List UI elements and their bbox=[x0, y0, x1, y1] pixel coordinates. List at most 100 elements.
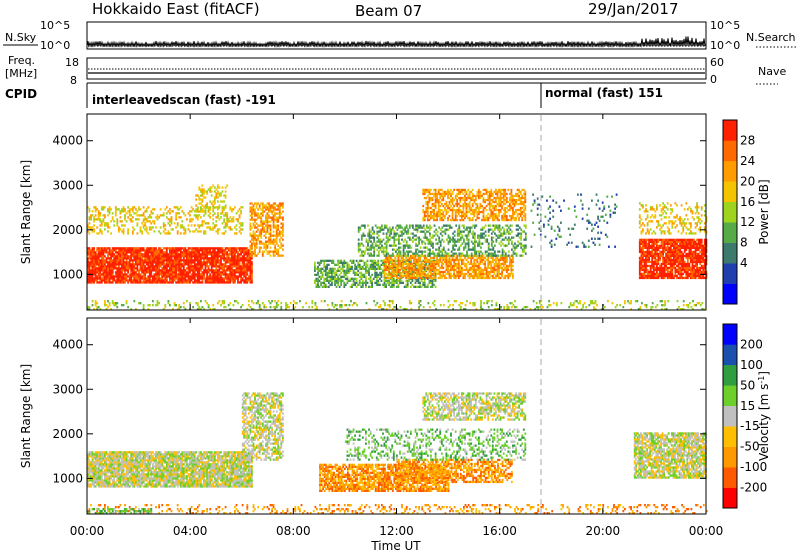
velocity-label-text: Velocity [m s bbox=[757, 384, 771, 461]
velocity-colorbar-swatch-5 bbox=[723, 385, 737, 406]
power-colorbar-tick-0: 28 bbox=[740, 133, 755, 147]
power-region-5 bbox=[383, 254, 514, 280]
velocity-label-exp: -1 bbox=[757, 376, 766, 384]
velocity-colorbar-swatch-4 bbox=[723, 405, 737, 427]
power-colorbar-tick-4: 12 bbox=[740, 215, 755, 229]
velocity-colorbar-tick-4: -15 bbox=[740, 419, 760, 433]
power-region-8 bbox=[530, 193, 618, 248]
velocity-colorbar-tick-5: -50 bbox=[740, 440, 760, 454]
power-colorbar-swatch-1 bbox=[723, 263, 737, 284]
power-colorbar-tick-2: 20 bbox=[740, 174, 755, 188]
velocity-colorbar-tick-3: 15 bbox=[740, 399, 755, 413]
xtick-1: 04:00 bbox=[173, 524, 208, 538]
xtick-4: 16:00 bbox=[482, 524, 517, 538]
power-colorbar-swatch-0 bbox=[723, 283, 737, 305]
power-ytick-3: 4000 bbox=[52, 134, 83, 148]
nsky-line bbox=[87, 36, 706, 48]
nsky-tick-high: 10^5 bbox=[40, 19, 70, 32]
power-colorbar-label: Power [dB] bbox=[757, 179, 771, 244]
velocity-region-1 bbox=[241, 392, 284, 461]
velocity-region-7 bbox=[87, 504, 708, 515]
power-ytick-2: 3000 bbox=[52, 178, 83, 192]
power-region-0 bbox=[87, 247, 253, 284]
power-colorbar-tick-1: 24 bbox=[740, 154, 755, 168]
time-xlabel: Time UT bbox=[370, 539, 421, 553]
cpid-label: CPID bbox=[5, 87, 37, 101]
power-region-10 bbox=[638, 202, 708, 235]
velocity-region-5 bbox=[422, 392, 527, 421]
nave-tick-high: 60 bbox=[710, 56, 724, 69]
velocity-colorbar-swatch-0 bbox=[723, 487, 737, 509]
freq-unit-label: [MHz] bbox=[5, 67, 37, 80]
velocity-region-6 bbox=[633, 432, 707, 479]
velocity-label-close: ] bbox=[757, 371, 771, 376]
freq-label: Freq. bbox=[8, 54, 35, 67]
velocity-region-0 bbox=[87, 451, 253, 488]
xtick-0: 00:00 bbox=[70, 524, 105, 538]
power-region-7 bbox=[422, 188, 527, 222]
nsky-tick-low: 10^0 bbox=[40, 39, 70, 52]
velocity-region-3 bbox=[396, 458, 513, 484]
power-data bbox=[87, 184, 708, 311]
power-colorbar: 28 24 20 16 12 8 4 bbox=[722, 119, 755, 305]
velocity-colorbar-swatch-1 bbox=[723, 467, 737, 488]
power-ytick-1: 2000 bbox=[52, 223, 83, 237]
nave-label: Nave bbox=[758, 65, 786, 78]
xtick-2: 08:00 bbox=[276, 524, 311, 538]
velocity-ytick-0: 1000 bbox=[52, 471, 83, 485]
nsky-panel bbox=[86, 21, 707, 50]
freq-panel bbox=[86, 57, 707, 80]
velocity-colorbar-tick-6: -100 bbox=[740, 460, 767, 474]
power-colorbar-tick-5: 8 bbox=[740, 236, 748, 250]
xtick-6: 00:00 bbox=[689, 524, 724, 538]
velocity-colorbar-swatch-8 bbox=[723, 324, 737, 345]
nsearch-label: N.Search bbox=[746, 31, 796, 44]
velocity-colorbar-swatch-7 bbox=[723, 344, 737, 366]
velocity-colorbar-tick-2: 50 bbox=[740, 378, 755, 392]
power-region-1 bbox=[87, 206, 244, 235]
power-ytick-0: 1000 bbox=[52, 267, 83, 281]
cpid-segment-1: interleavedscan (fast) -191 bbox=[92, 93, 276, 107]
velocity-colorbar-tick-0: 200 bbox=[740, 337, 763, 351]
power-colorbar-tick-3: 16 bbox=[740, 195, 755, 209]
freq-tick-low: 8 bbox=[70, 74, 77, 87]
radar-title: Hokkaido East (fitACF) bbox=[92, 0, 260, 18]
velocity-ytick-2: 3000 bbox=[52, 382, 83, 396]
nsky-label: N.Sky bbox=[5, 31, 37, 44]
nsky-trace bbox=[87, 36, 706, 48]
velocity-colorbar-swatch-6 bbox=[723, 364, 737, 386]
velocity-region-8 bbox=[87, 508, 153, 515]
velocity-colorbar: 200 100 50 15 -15 -50 -100 -200 bbox=[722, 323, 767, 509]
cpid-segment-2: normal (fast) 151 bbox=[545, 86, 663, 100]
time-x-axis: 00:00 04:00 08:00 12:00 16:00 20:00 00:00 bbox=[70, 114, 724, 538]
velocity-colorbar-swatch-2 bbox=[723, 446, 737, 468]
velocity-region-4 bbox=[344, 428, 527, 461]
velocity-colorbar-tick-1: 100 bbox=[740, 358, 763, 372]
power-region-11 bbox=[87, 300, 705, 311]
velocity-ytick-1: 2000 bbox=[52, 427, 83, 441]
power-region-9 bbox=[638, 238, 708, 280]
power-colorbar-swatch-7 bbox=[723, 140, 737, 162]
power-colorbar-swatch-5 bbox=[723, 181, 737, 202]
power-y-axis: 1000 2000 3000 4000 bbox=[52, 134, 706, 281]
freq-tick-high: 18 bbox=[65, 56, 79, 69]
xtick-3: 12:00 bbox=[379, 524, 414, 538]
velocity-ylabel: Slant Range [km] bbox=[19, 364, 33, 468]
power-ylabel: Slant Range [km] bbox=[19, 160, 33, 264]
velocity-y-axis: 1000 2000 3000 4000 bbox=[52, 338, 706, 485]
velocity-colorbar-swatch-3 bbox=[723, 426, 737, 447]
power-region-6 bbox=[357, 224, 527, 257]
beam-label: Beam 07 bbox=[355, 2, 422, 20]
power-colorbar-swatch-4 bbox=[723, 201, 737, 223]
power-colorbar-frame bbox=[722, 119, 738, 305]
nsearch-tick-high: 10^5 bbox=[710, 19, 740, 32]
velocity-colorbar-label: Velocity [m s-1] bbox=[757, 371, 771, 461]
power-colorbar-swatch-2 bbox=[723, 242, 737, 264]
power-colorbar-swatch-6 bbox=[723, 160, 737, 182]
power-region-3 bbox=[195, 184, 229, 217]
nsearch-tick-low: 10^0 bbox=[710, 39, 740, 52]
velocity-ytick-3: 4000 bbox=[52, 338, 83, 352]
power-colorbar-swatch-8 bbox=[723, 120, 737, 141]
velocity-colorbar-frame bbox=[722, 323, 738, 509]
